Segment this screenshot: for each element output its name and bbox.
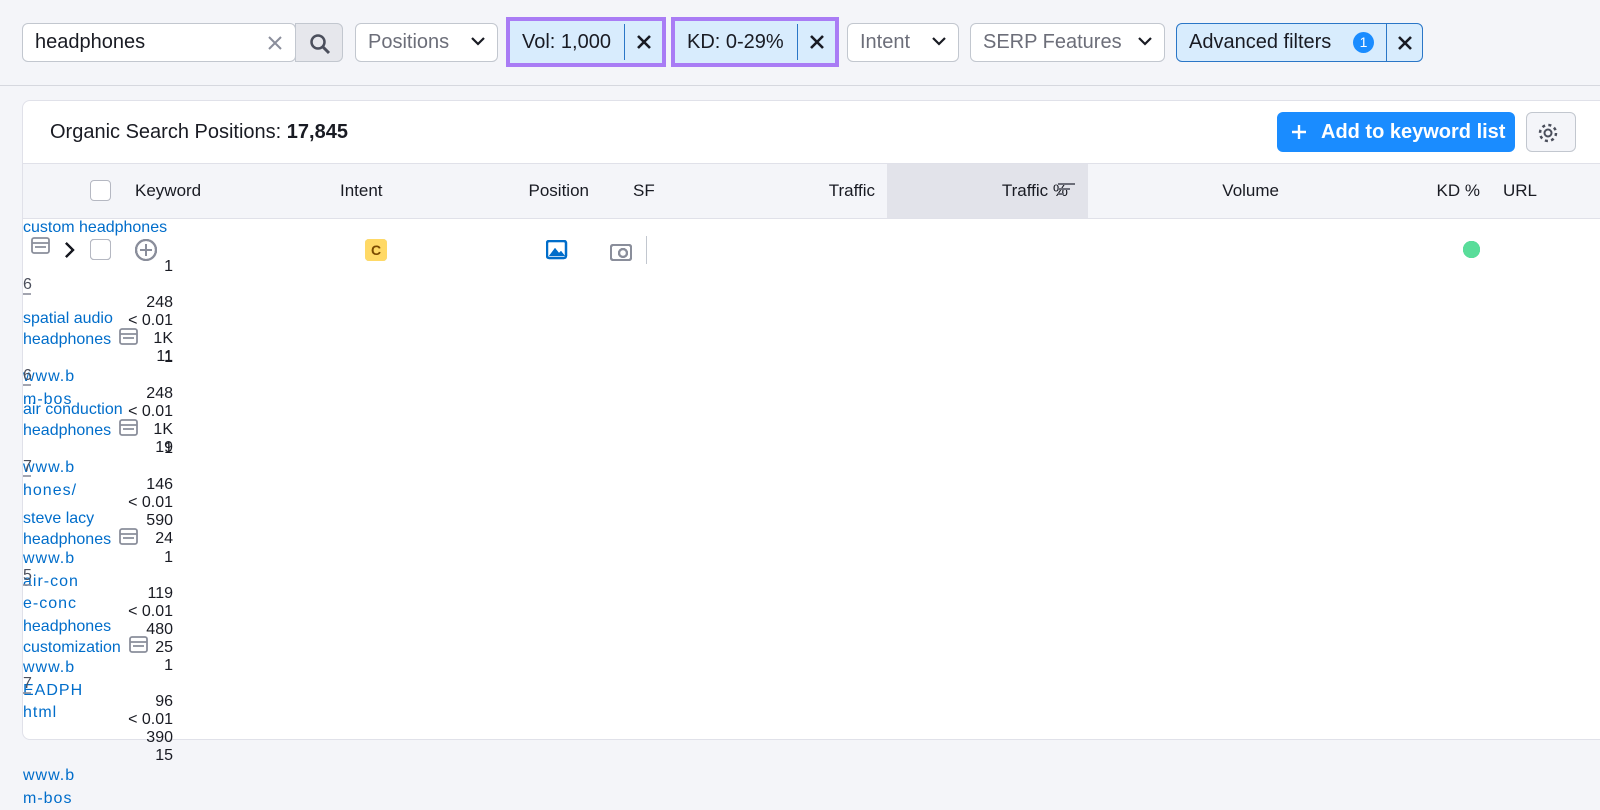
select-all-checkbox[interactable] [90, 180, 111, 201]
dropdown-label: Intent [860, 31, 910, 53]
search-button[interactable] [295, 23, 343, 62]
url-line[interactable]: m-bos [23, 788, 93, 810]
icon-lines [120, 534, 137, 538]
sf-lens [619, 249, 627, 257]
column-header[interactable]: URL [1503, 164, 1537, 218]
chevron [1138, 36, 1152, 46]
plus [140, 244, 152, 256]
x-icon [1397, 35, 1413, 51]
volume-chip[interactable]: Vol: 1,000 [506, 17, 666, 67]
keyword-link[interactable]: air conduction headphones [23, 401, 123, 439]
intent-dropdown[interactable]: Intent [847, 23, 959, 62]
chip-label: KD: 0-29% [687, 21, 784, 63]
serp-snapshot-icon[interactable] [31, 237, 51, 255]
serp-snapshot-icon[interactable] [119, 528, 139, 546]
gear-icon [1537, 122, 1559, 144]
chevron [932, 36, 946, 46]
img-mountain [549, 248, 565, 256]
position: 1 [23, 349, 173, 367]
column-header[interactable]: KD % [1437, 164, 1480, 218]
page: headphones Positions Vol: 1,000 KD: 0-29… [0, 0, 1600, 719]
icon-frame [120, 420, 137, 435]
icon-frame [120, 329, 137, 344]
icon-lines [32, 243, 49, 247]
clear-icon[interactable] [267, 35, 283, 51]
column-header[interactable]: SF [633, 164, 655, 218]
column-header[interactable]: Volume [1222, 164, 1279, 218]
table-body: custom headphonesC16248< 0.011K11www.bm-… [23, 219, 173, 718]
results-panel: Organic Search Positions: 17,845 Add to … [22, 100, 1600, 740]
dropdown-label: Advanced filters [1189, 31, 1331, 53]
count-badge: 1 [1353, 32, 1374, 53]
chip-label: Vol: 1,000 [522, 21, 611, 63]
keyword-link[interactable]: spatial audio headphones [23, 310, 113, 348]
intent-badge: C [365, 239, 387, 261]
keyword-link[interactable]: headphones customization [23, 618, 121, 656]
advanced-filters[interactable]: Advanced filters 1 [1176, 23, 1423, 62]
add-keyword-icon[interactable] [134, 238, 158, 262]
remove-button[interactable] [624, 24, 662, 60]
serp-snapshot-icon[interactable] [119, 419, 139, 437]
volume: 390 [23, 729, 173, 747]
search-text: headphones [35, 31, 145, 53]
url-line[interactable]: EADPH [23, 680, 93, 703]
column-header[interactable]: Keyword [135, 164, 201, 218]
icon-frame [120, 529, 137, 544]
plus-icon [1291, 124, 1307, 140]
table-row: custom headphonesC16248< 0.011K11www.bm-… [23, 219, 173, 310]
sort-lines [1058, 184, 1075, 194]
panel-title: Organic Search Positions: 17,845 [50, 119, 348, 145]
icon-frame [130, 637, 147, 652]
kd-dot [1463, 241, 1480, 258]
search-icon [309, 33, 331, 55]
url-line[interactable]: www.b [23, 765, 93, 788]
remove-button[interactable] [797, 24, 835, 60]
column-header[interactable]: Intent [340, 164, 383, 218]
expand-chevron[interactable] [64, 242, 76, 258]
keyword-link[interactable]: steve lacy headphones [23, 510, 111, 548]
remove-button[interactable] [1386, 24, 1422, 61]
kd-chip[interactable]: KD: 0-29% [671, 17, 839, 67]
icon-lines [120, 334, 137, 338]
position: 1 [23, 440, 173, 458]
chevron [471, 36, 485, 46]
settings-button[interactable] [1526, 112, 1576, 152]
search-input[interactable]: headphones [22, 23, 296, 62]
sf-icon[interactable] [610, 242, 634, 262]
row-checkbox[interactable] [90, 239, 111, 260]
chevron-path [66, 243, 73, 257]
sf-count[interactable]: 6 [23, 276, 173, 294]
serp-snapshot-icon[interactable] [119, 328, 139, 346]
icon-lines [120, 425, 137, 429]
column-header[interactable]: Position [529, 164, 589, 218]
result-count: 17,845 [287, 121, 348, 143]
sf-frame [611, 245, 631, 260]
title-text: Organic Search Positions: [50, 121, 281, 143]
sf-divider [646, 236, 647, 264]
icon-frame [32, 238, 49, 253]
serp-snapshot-icon[interactable] [129, 636, 149, 654]
add-button[interactable]: Add to keyword list [1277, 112, 1515, 152]
dropdown-label: Positions [368, 31, 449, 53]
divider [0, 85, 1600, 86]
button-label: Add to keyword list [1321, 121, 1505, 143]
kd: 15 [23, 747, 173, 765]
x-icon [809, 34, 825, 50]
sort-icon [1058, 183, 1076, 197]
serp-dropdown[interactable]: SERP Features [970, 23, 1165, 62]
keyword-link[interactable]: custom headphones [23, 219, 167, 236]
column-header[interactable]: Traffic [829, 164, 875, 218]
dropdown-label: SERP Features [983, 31, 1122, 53]
positions-dropdown[interactable]: Positions [355, 23, 498, 62]
icon-lines [130, 642, 147, 646]
image-serp-icon [546, 240, 568, 260]
x-icon [636, 34, 652, 50]
